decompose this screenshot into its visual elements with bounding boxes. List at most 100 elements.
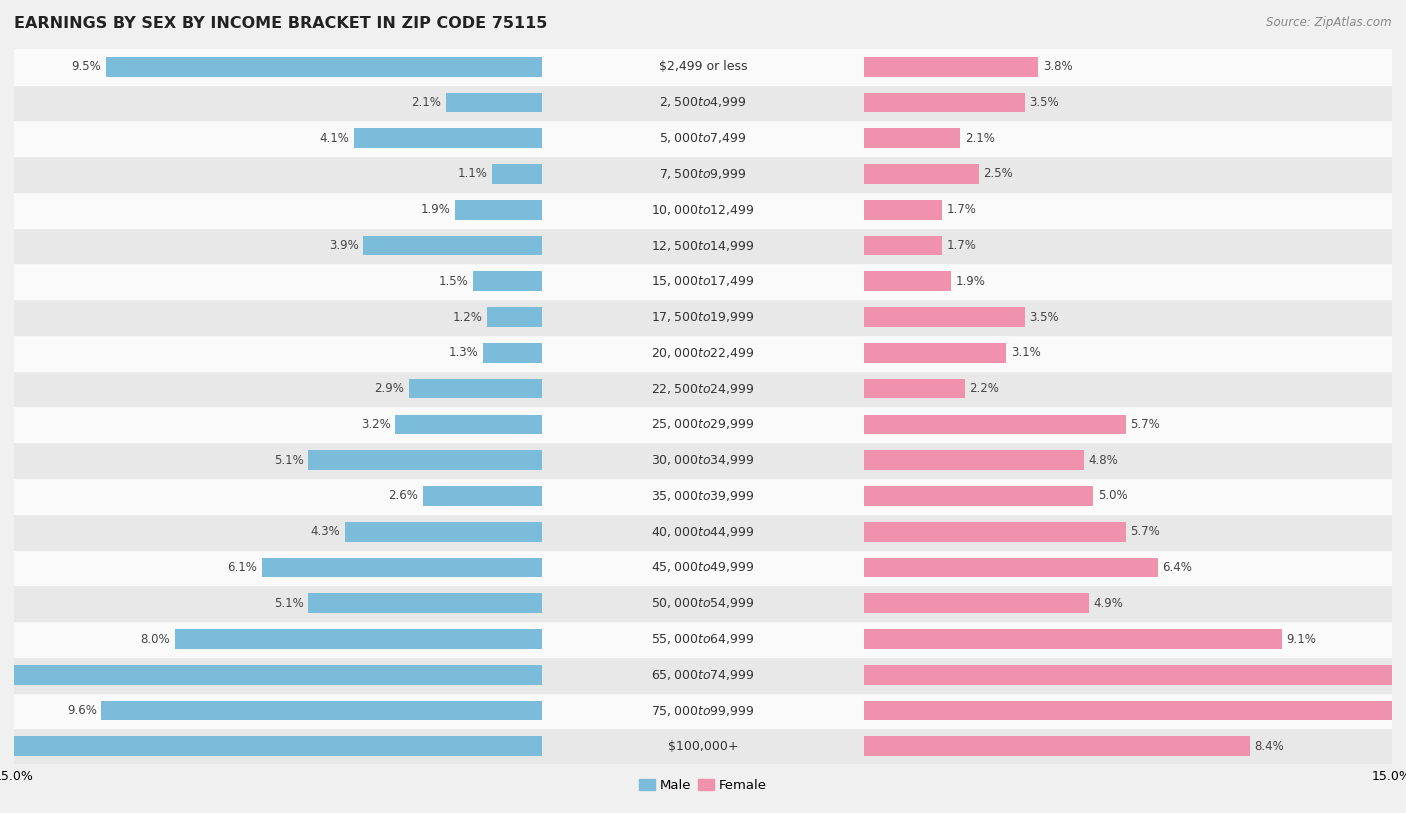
Legend: Male, Female: Male, Female bbox=[634, 773, 772, 797]
Text: $5,000 to $7,499: $5,000 to $7,499 bbox=[659, 131, 747, 146]
Text: $17,500 to $19,999: $17,500 to $19,999 bbox=[651, 310, 755, 324]
Text: $30,000 to $34,999: $30,000 to $34,999 bbox=[651, 453, 755, 467]
Bar bbox=[0, 665, 543, 685]
Bar bbox=[863, 629, 1282, 649]
Text: $35,000 to $39,999: $35,000 to $39,999 bbox=[651, 489, 755, 503]
Bar bbox=[456, 200, 543, 220]
Text: 3.8%: 3.8% bbox=[1043, 60, 1073, 73]
Text: 8.4%: 8.4% bbox=[1254, 740, 1284, 753]
Text: 2.2%: 2.2% bbox=[969, 382, 1000, 395]
Text: 5.0%: 5.0% bbox=[1098, 489, 1128, 502]
Text: 5.7%: 5.7% bbox=[1130, 418, 1160, 431]
Text: 4.3%: 4.3% bbox=[311, 525, 340, 538]
Bar bbox=[308, 593, 543, 613]
Bar bbox=[486, 307, 543, 327]
Text: $40,000 to $44,999: $40,000 to $44,999 bbox=[651, 524, 755, 539]
Text: 1.7%: 1.7% bbox=[946, 203, 976, 216]
Text: $7,500 to $9,999: $7,500 to $9,999 bbox=[659, 167, 747, 181]
Text: 2.1%: 2.1% bbox=[412, 96, 441, 109]
Text: 4.8%: 4.8% bbox=[1088, 454, 1119, 467]
Text: $100,000+: $100,000+ bbox=[668, 740, 738, 753]
Bar bbox=[482, 343, 543, 363]
Text: $12,500 to $14,999: $12,500 to $14,999 bbox=[651, 238, 755, 253]
Text: 9.6%: 9.6% bbox=[67, 704, 97, 717]
Text: 2.1%: 2.1% bbox=[965, 132, 994, 145]
Bar bbox=[863, 379, 965, 398]
Bar bbox=[863, 415, 1126, 434]
Text: 8.0%: 8.0% bbox=[141, 633, 170, 646]
Text: $45,000 to $49,999: $45,000 to $49,999 bbox=[651, 560, 755, 575]
Text: 3.5%: 3.5% bbox=[1029, 311, 1059, 324]
Text: 9.5%: 9.5% bbox=[72, 60, 101, 73]
Text: 2.6%: 2.6% bbox=[388, 489, 418, 502]
Text: 3.1%: 3.1% bbox=[1011, 346, 1040, 359]
Text: $55,000 to $64,999: $55,000 to $64,999 bbox=[651, 632, 755, 646]
Bar bbox=[14, 228, 1392, 263]
Bar bbox=[474, 272, 543, 291]
Text: 6.4%: 6.4% bbox=[1163, 561, 1192, 574]
Bar bbox=[14, 657, 1392, 693]
Text: 3.9%: 3.9% bbox=[329, 239, 359, 252]
Bar bbox=[14, 120, 1392, 156]
Bar bbox=[863, 665, 1406, 685]
Bar bbox=[863, 558, 1157, 577]
Text: 4.1%: 4.1% bbox=[319, 132, 349, 145]
Bar bbox=[14, 192, 1392, 228]
Text: 1.3%: 1.3% bbox=[449, 346, 478, 359]
Text: $22,500 to $24,999: $22,500 to $24,999 bbox=[651, 381, 755, 396]
Bar bbox=[863, 450, 1084, 470]
Text: 1.1%: 1.1% bbox=[457, 167, 486, 180]
Bar bbox=[863, 93, 1025, 112]
Bar bbox=[0, 737, 543, 756]
Text: $20,000 to $22,499: $20,000 to $22,499 bbox=[651, 346, 755, 360]
Text: $75,000 to $99,999: $75,000 to $99,999 bbox=[651, 703, 755, 718]
Text: 1.9%: 1.9% bbox=[420, 203, 450, 216]
Bar bbox=[174, 629, 543, 649]
Text: 5.1%: 5.1% bbox=[274, 597, 304, 610]
Text: $65,000 to $74,999: $65,000 to $74,999 bbox=[651, 667, 755, 682]
Bar bbox=[14, 371, 1392, 406]
Bar bbox=[14, 514, 1392, 550]
Bar bbox=[308, 450, 543, 470]
Bar bbox=[354, 128, 543, 148]
Bar bbox=[863, 57, 1038, 76]
Bar bbox=[863, 200, 942, 220]
Text: $2,499 or less: $2,499 or less bbox=[659, 60, 747, 73]
Bar bbox=[395, 415, 543, 434]
Bar bbox=[492, 164, 543, 184]
Bar bbox=[14, 299, 1392, 335]
Text: $50,000 to $54,999: $50,000 to $54,999 bbox=[651, 596, 755, 611]
Bar bbox=[14, 442, 1392, 478]
Bar bbox=[863, 343, 1007, 363]
Bar bbox=[262, 558, 543, 577]
Bar bbox=[344, 522, 543, 541]
Bar bbox=[863, 701, 1406, 720]
Text: $25,000 to $29,999: $25,000 to $29,999 bbox=[651, 417, 755, 432]
Bar bbox=[14, 585, 1392, 621]
Text: 3.5%: 3.5% bbox=[1029, 96, 1059, 109]
Bar bbox=[14, 85, 1392, 120]
Text: 1.9%: 1.9% bbox=[956, 275, 986, 288]
Bar bbox=[863, 737, 1250, 756]
Bar bbox=[14, 550, 1392, 585]
Bar bbox=[863, 486, 1094, 506]
Text: $15,000 to $17,499: $15,000 to $17,499 bbox=[651, 274, 755, 289]
Bar bbox=[14, 693, 1392, 728]
Bar bbox=[446, 93, 543, 112]
Bar bbox=[409, 379, 543, 398]
Bar bbox=[14, 621, 1392, 657]
Bar bbox=[863, 128, 960, 148]
Text: 6.1%: 6.1% bbox=[228, 561, 257, 574]
Text: 1.7%: 1.7% bbox=[946, 239, 976, 252]
Bar bbox=[14, 49, 1392, 85]
Text: 4.9%: 4.9% bbox=[1094, 597, 1123, 610]
Bar bbox=[14, 156, 1392, 192]
Text: 2.9%: 2.9% bbox=[374, 382, 405, 395]
Text: 5.7%: 5.7% bbox=[1130, 525, 1160, 538]
Bar bbox=[423, 486, 543, 506]
Bar bbox=[14, 478, 1392, 514]
Text: 5.1%: 5.1% bbox=[274, 454, 304, 467]
Bar bbox=[14, 263, 1392, 299]
Bar bbox=[863, 272, 950, 291]
Text: 1.2%: 1.2% bbox=[453, 311, 482, 324]
